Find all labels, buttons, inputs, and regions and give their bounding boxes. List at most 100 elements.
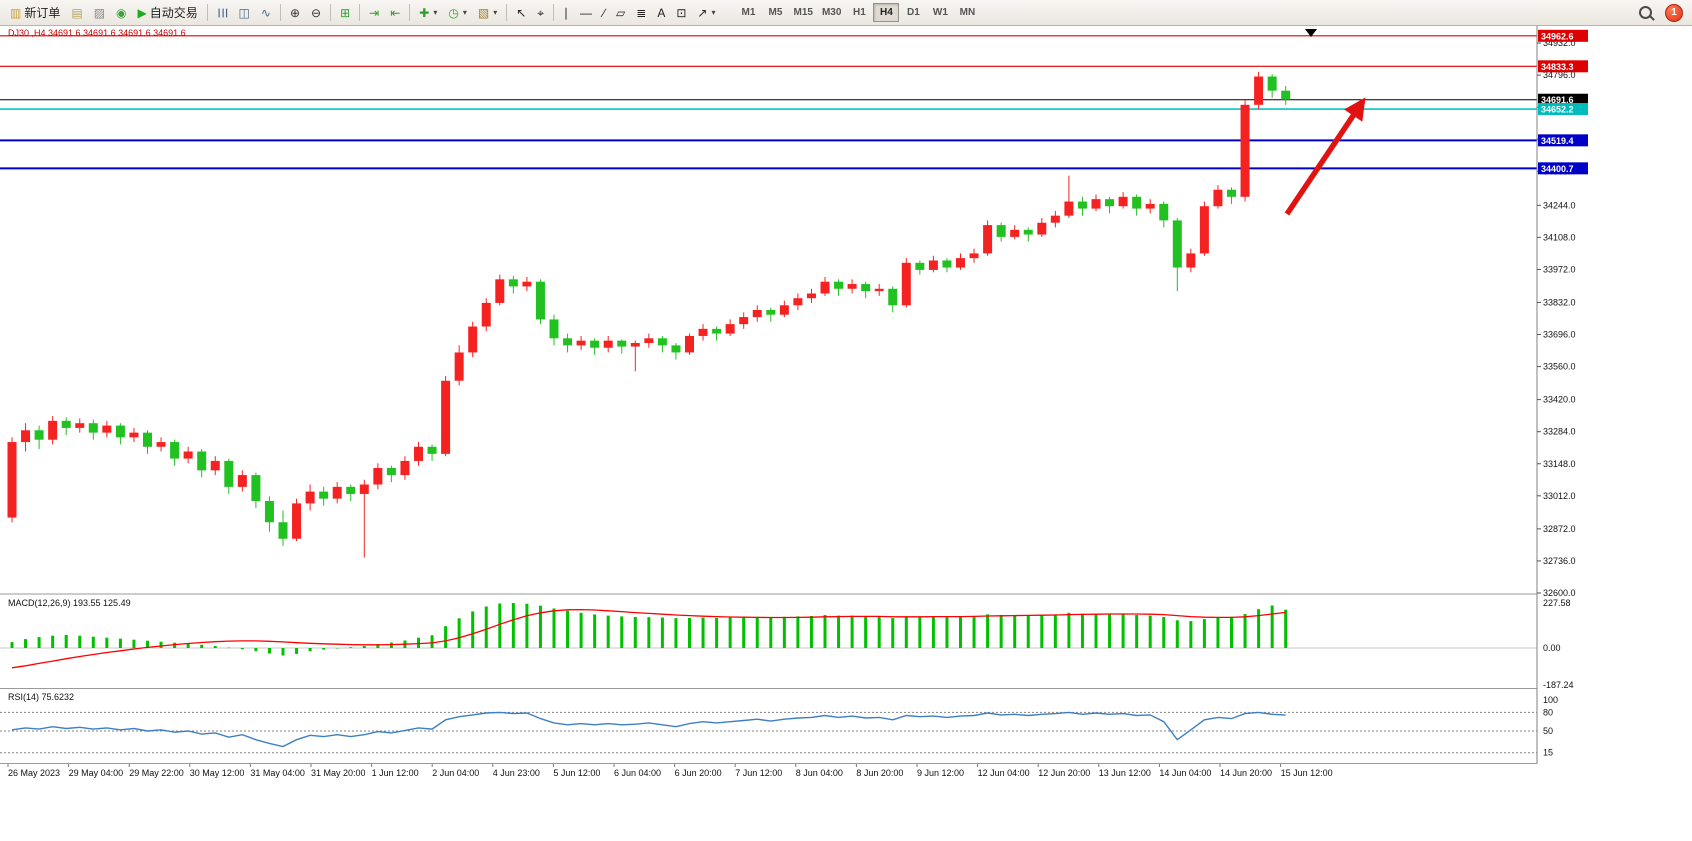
text-label-icon: ⊡ <box>676 5 687 20</box>
trend-arrow-annotation[interactable] <box>1284 97 1366 216</box>
candlestick-chart-button[interactable]: ◫ <box>234 2 255 23</box>
search-button[interactable] <box>1634 2 1657 23</box>
price-badge: 34962.6 <box>1538 29 1588 42</box>
cursor-icon: ↖ <box>516 5 527 20</box>
toolbar: ▥ 新订单 ▤ ▨ ◉ ▶ 自动交易 ☰ ◫ ∿ ⊕ ⊖ ⊞ ⇥ ⇤ ✚ ▾ ◷ ▾ ▧ ▾ ↖ ⌖ ∣ ― ∕ ▱ ≣ A ⊡ ↗ ▾ M1… <box>0 0 1692 26</box>
equidistant-channel-button[interactable]: ▱ <box>611 2 630 23</box>
macd-indicator-label: MACD(12,26,9) 193.55 125.49 <box>8 598 131 608</box>
price-tick-label: 32872.0 <box>1543 524 1576 534</box>
dropdown-arrow-icon[interactable]: ▾ <box>433 8 438 17</box>
horizontal-line-icon: ― <box>580 5 593 20</box>
time-tick-label: 29 May 04:00 <box>69 768 124 778</box>
autotrade-icon: ▶ <box>137 5 147 20</box>
price-tick-label: 33972.0 <box>1543 264 1576 274</box>
trendline-icon: ∕ <box>603 5 606 20</box>
macd-axis-label: 0.00 <box>1543 643 1561 653</box>
notification-badge[interactable]: 1 <box>1665 3 1683 22</box>
toolbar-items: ▥ 新订单 ▤ ▨ ◉ ▶ 自动交易 ☰ ◫ ∿ ⊕ ⊖ ⊞ ⇥ ⇤ ✚ ▾ ◷ ▾ ▧ ▾ ↖ ⌖ ∣ ― ∕ ▱ ≣ A ⊡ ↗ ▾ <box>5 2 721 23</box>
time-tick-label: 5 Jun 12:00 <box>553 768 600 778</box>
rsi-axis-label: 80 <box>1543 707 1553 717</box>
time-tick-label: 7 Jun 12:00 <box>735 768 782 778</box>
timeframe-h4-button[interactable]: H4 <box>873 3 900 22</box>
rsi-axis-label: 100 <box>1543 695 1558 705</box>
toolbar-separator <box>553 4 555 21</box>
alerts-icon: ◉ <box>116 5 127 20</box>
profiles-button[interactable]: ▤ <box>66 2 87 23</box>
line-chart-button[interactable]: ∿ <box>256 2 276 23</box>
text-label-button[interactable]: ⊡ <box>671 2 691 23</box>
shapes-button[interactable]: ↗ ▾ <box>692 2 720 23</box>
profiles-icon: ▤ <box>71 5 83 20</box>
auto-scroll-icon: ⇥ <box>369 5 380 20</box>
rsi-line <box>11 711 1286 748</box>
dropdown-arrow-icon[interactable]: ▾ <box>493 8 498 17</box>
macd-panel <box>0 603 1537 669</box>
indicators-icon: ✚ <box>419 5 430 20</box>
price-tick-label: 34244.0 <box>1543 200 1576 210</box>
candlestick-chart-icon: ◫ <box>238 5 250 20</box>
dropdown-arrow-icon[interactable]: ▾ <box>462 8 467 17</box>
vertical-line-icon: ∣ <box>563 5 570 20</box>
new-order-button[interactable]: ▥ 新订单 <box>5 2 65 23</box>
alerts-button[interactable]: ◉ <box>111 2 131 23</box>
time-tick-label: 14 Jun 04:00 <box>1159 768 1211 778</box>
chart-shift-marker <box>1305 29 1317 37</box>
panel-separators[interactable] <box>0 593 1692 764</box>
trendline-button[interactable]: ∕ <box>598 2 610 23</box>
price-badge: 34691.6 <box>1538 93 1588 106</box>
dropdown-arrow-icon[interactable]: ▾ <box>711 8 716 17</box>
rsi-indicator-label: RSI(14) 75.6232 <box>8 692 75 702</box>
timeframe-h1-button[interactable]: H1 <box>846 3 872 22</box>
line-chart-icon: ∿ <box>260 5 271 20</box>
periods-button[interactable]: ◷ ▾ <box>443 2 472 23</box>
timeframe-m1-button[interactable]: M1 <box>736 3 762 22</box>
cursor-button[interactable]: ↖ <box>511 2 531 23</box>
price-tick-label: 34932.0 <box>1543 38 1576 48</box>
horizontal-line-button[interactable]: ― <box>575 2 597 23</box>
equidistant-channel-icon: ▱ <box>616 5 626 20</box>
rsi-panel <box>0 711 1537 754</box>
shapes-icon: ↗ <box>697 5 708 20</box>
indicators-button[interactable]: ✚ ▾ <box>414 2 442 23</box>
price-badge: 34833.3 <box>1538 60 1588 73</box>
price-badge: 34400.7 <box>1538 162 1588 175</box>
search-icon <box>1639 6 1652 19</box>
zoom-in-button[interactable]: ⊕ <box>285 2 305 23</box>
time-tick-label: 31 May 04:00 <box>250 768 305 778</box>
timeframe-group: M1 M5 M15 M30 H1 H4 D1 W1 MN <box>736 3 981 22</box>
rsi-axis-label: 15 <box>1543 748 1553 758</box>
autotrade-button[interactable]: ▶ 自动交易 <box>133 2 203 23</box>
vertical-line-button[interactable]: ∣ <box>558 2 574 23</box>
price-axis[interactable]: 34932.034796.034660.034524.034388.034244… <box>1536 25 1692 841</box>
timeframe-m5-button[interactable]: M5 <box>763 3 789 22</box>
svg-text:34519.4: 34519.4 <box>1541 136 1574 146</box>
time-axis[interactable]: 26 May 2023 29 May 04:00 29 May 22:00 30 Ma… <box>7 764 1333 778</box>
time-tick-label: 14 Jun 20:00 <box>1220 768 1272 778</box>
zoom-out-button[interactable]: ⊖ <box>306 2 326 23</box>
text-button[interactable]: A <box>652 2 670 23</box>
rsi-axis-label: 50 <box>1543 726 1553 736</box>
print-button[interactable]: ▨ <box>89 2 110 23</box>
templates-button[interactable]: ▧ ▾ <box>473 2 502 23</box>
time-tick-label: 9 Jun 12:00 <box>917 768 964 778</box>
horizontal-price-lines[interactable] <box>0 35 1537 170</box>
tile-windows-icon: ⊞ <box>340 5 351 20</box>
candlestick-series <box>7 71 1291 558</box>
crosshair-button[interactable]: ⌖ <box>532 2 549 23</box>
timeframe-m30-button[interactable]: M30 <box>818 3 845 22</box>
toolbar-separator <box>206 4 208 21</box>
print-icon: ▨ <box>93 5 106 20</box>
price-tick-label: 33560.0 <box>1543 362 1576 372</box>
tile-windows-button[interactable]: ⊞ <box>335 2 355 23</box>
timeframe-mn-button[interactable]: MN <box>954 3 980 22</box>
chart-shift-button[interactable]: ⇤ <box>385 2 405 23</box>
auto-scroll-button[interactable]: ⇥ <box>364 2 384 23</box>
bar-chart-button[interactable]: ☰ <box>212 2 233 23</box>
time-tick-label: 2 Jun 04:00 <box>432 768 479 778</box>
timeframe-d1-button[interactable]: D1 <box>900 3 926 22</box>
fibonacci-button[interactable]: ≣ <box>631 2 651 23</box>
timeframe-m15-button[interactable]: M15 <box>790 3 817 22</box>
timeframe-w1-button[interactable]: W1 <box>927 3 953 22</box>
